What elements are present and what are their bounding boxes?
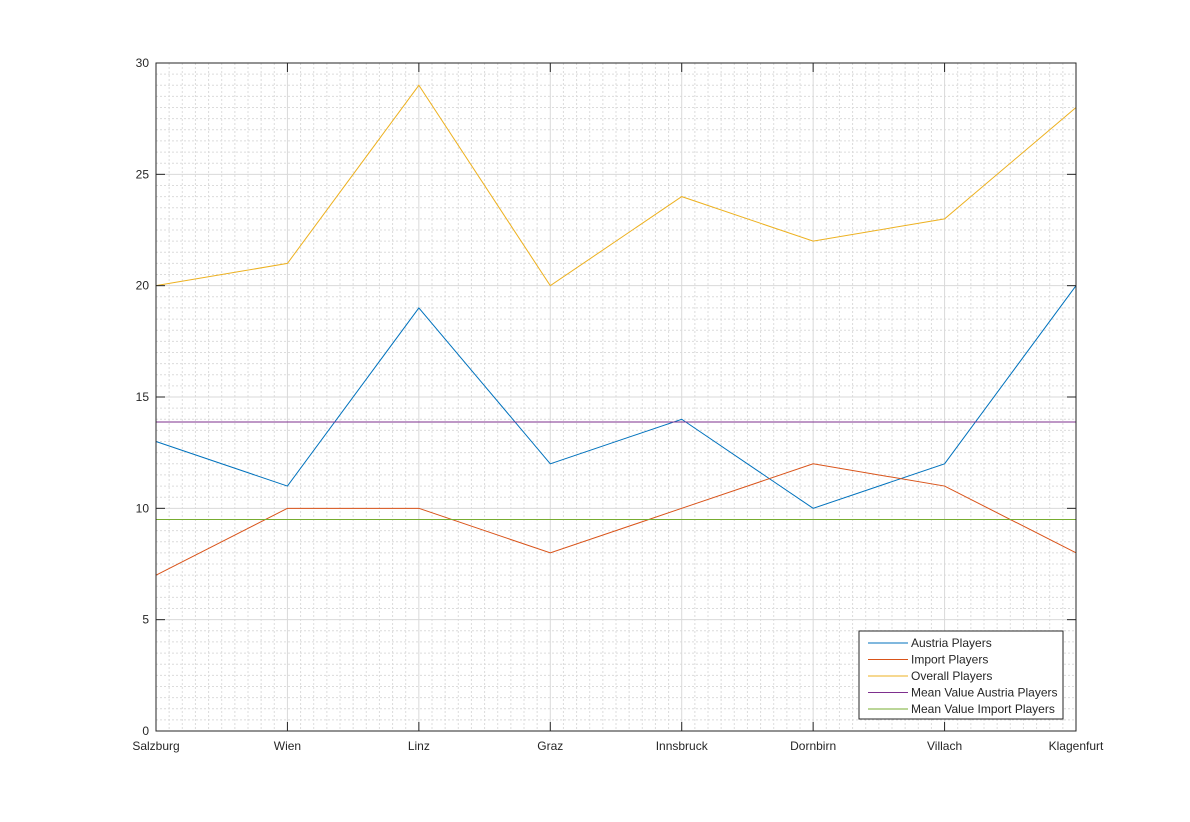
- x-tick-label: Innsbruck: [656, 739, 709, 753]
- y-tick-label: 10: [136, 501, 150, 515]
- legend-label: Overall Players: [911, 669, 992, 683]
- grid: [155, 62, 1077, 732]
- legend-label: Import Players: [911, 653, 988, 667]
- legend: Austria Players Import Players Overall Pla…: [858, 630, 1064, 720]
- x-tick-label: Villach: [927, 739, 962, 753]
- y-tick-label: 15: [136, 390, 150, 404]
- legend-label: Mean Value Austria Players: [911, 686, 1058, 700]
- x-tick-label: Linz: [408, 739, 430, 753]
- series-line-overall-players: [155, 84, 1077, 287]
- y-tick-label: 0: [142, 724, 149, 738]
- x-tick-label: Dornbirn: [790, 739, 836, 753]
- axes: Salzburg Wien Linz Graz Innsbruck Dornbirn Vil…: [132, 56, 1104, 753]
- series-line-austria-players: [155, 285, 1077, 509]
- x-tick-label: Wien: [274, 739, 301, 753]
- x-tick-label: Graz: [537, 739, 563, 753]
- y-tick-label: 5: [142, 613, 149, 627]
- y-tick-label: 20: [136, 279, 150, 293]
- legend-label: Austria Players: [911, 636, 992, 650]
- x-tick-label: Klagenfurt: [1049, 739, 1104, 753]
- legend-box: [858, 630, 1064, 720]
- series-line-import-players: [155, 463, 1077, 576]
- legend-label: Mean Value Import Players: [911, 702, 1055, 716]
- y-tick-label: 30: [136, 56, 150, 70]
- y-tick-label: 25: [136, 167, 150, 181]
- x-tick-label: Salzburg: [132, 739, 179, 753]
- series-group: [155, 84, 1077, 576]
